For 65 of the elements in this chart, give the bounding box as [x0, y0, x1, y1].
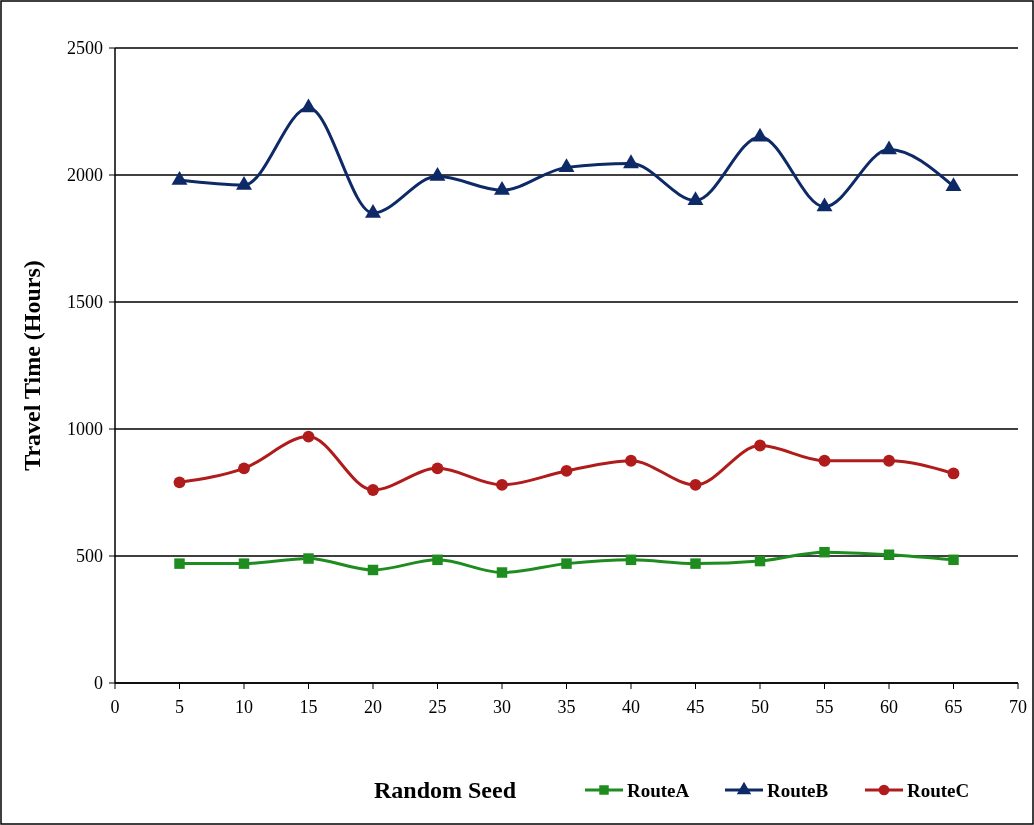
x-tick-label: 25: [428, 697, 447, 717]
x-tick-label: 0: [110, 697, 120, 717]
point: [494, 181, 510, 195]
point: [690, 558, 701, 569]
x-tick-label: 30: [493, 697, 511, 717]
x-tick-label: 10: [235, 697, 253, 717]
x-tick-label: 70: [1009, 697, 1027, 717]
point: [816, 197, 833, 212]
x-tick-label: 40: [622, 697, 640, 717]
point: [171, 170, 188, 185]
legend-label: RouteA: [627, 779, 690, 801]
x-tick-label: 65: [944, 697, 963, 717]
point: [754, 555, 766, 567]
point: [431, 462, 444, 475]
point: [948, 554, 959, 566]
x-tick-label: 45: [686, 697, 705, 717]
point: [173, 476, 186, 489]
y-tick-label: 2000: [67, 165, 103, 186]
point: [561, 558, 572, 569]
point: [819, 546, 830, 558]
point: [883, 454, 895, 467]
x-axis-title: Random Seed: [373, 777, 517, 803]
y-tick-label: 500: [76, 546, 103, 567]
y-axis-title: Travel Time (Hours): [19, 260, 45, 471]
x-tick-label: 50: [751, 697, 769, 717]
y-tick-label: 1500: [67, 292, 103, 313]
point: [367, 564, 379, 576]
x-tick-label: 20: [364, 697, 382, 717]
point: [560, 465, 573, 477]
legend-label: RouteB: [767, 779, 829, 801]
point: [689, 478, 702, 491]
point: [238, 558, 250, 569]
point: [625, 454, 637, 467]
point: [432, 554, 443, 566]
x-tick-label: 55: [815, 697, 834, 717]
point: [623, 154, 639, 169]
point: [625, 554, 637, 566]
point: [365, 203, 381, 218]
point: [496, 567, 508, 578]
x-tick-label: 15: [299, 697, 318, 717]
y-tick-label: 0: [94, 673, 103, 694]
point: [496, 478, 508, 491]
point: [752, 127, 768, 142]
x-tick-label: 60: [880, 697, 898, 717]
point: [302, 430, 315, 443]
x-tick-label: 35: [557, 697, 576, 717]
x-tick-label: 5: [175, 697, 184, 717]
point: [947, 467, 960, 480]
point: [429, 167, 446, 181]
point: [236, 175, 252, 190]
y-tick-label: 1000: [67, 419, 103, 440]
point: [687, 191, 704, 205]
point: [174, 558, 185, 569]
point: [881, 140, 897, 155]
point: [238, 462, 250, 475]
point: [818, 454, 831, 467]
point: [367, 484, 379, 496]
point: [754, 439, 766, 452]
point: [945, 177, 962, 192]
point: [883, 549, 895, 560]
point: [558, 158, 575, 172]
legend-label: RouteC: [907, 779, 970, 801]
point: [303, 553, 314, 564]
y-tick-label: 2500: [67, 38, 103, 59]
point: [300, 98, 317, 113]
